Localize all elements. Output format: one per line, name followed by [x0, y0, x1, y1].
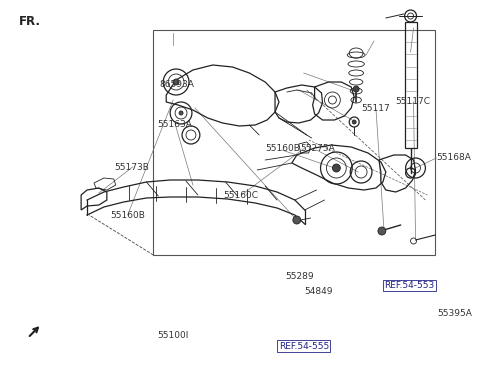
Circle shape — [378, 227, 386, 235]
Circle shape — [173, 79, 179, 85]
Text: 55160C: 55160C — [224, 191, 259, 200]
Circle shape — [333, 164, 340, 172]
Text: 55160B: 55160B — [265, 145, 300, 153]
Text: 54849: 54849 — [304, 288, 333, 296]
Text: 55289: 55289 — [285, 272, 313, 281]
Text: 55160B: 55160B — [110, 211, 144, 220]
Text: 55395A: 55395A — [437, 309, 472, 318]
Text: 55117: 55117 — [361, 104, 390, 113]
Text: 55100I: 55100I — [157, 331, 189, 340]
Text: 55117C: 55117C — [396, 97, 431, 106]
Circle shape — [353, 86, 359, 92]
Circle shape — [293, 216, 301, 224]
Circle shape — [352, 120, 356, 124]
Text: 86593A: 86593A — [160, 80, 195, 89]
Text: FR.: FR. — [19, 15, 41, 28]
Text: REF.54-555: REF.54-555 — [279, 342, 329, 350]
Text: 55275A: 55275A — [300, 145, 335, 153]
Text: 55168A: 55168A — [436, 153, 471, 162]
Text: 55163A: 55163A — [157, 120, 192, 128]
Circle shape — [179, 111, 183, 115]
Text: 55173B: 55173B — [115, 164, 149, 172]
Text: REF.54-553: REF.54-553 — [384, 281, 434, 290]
